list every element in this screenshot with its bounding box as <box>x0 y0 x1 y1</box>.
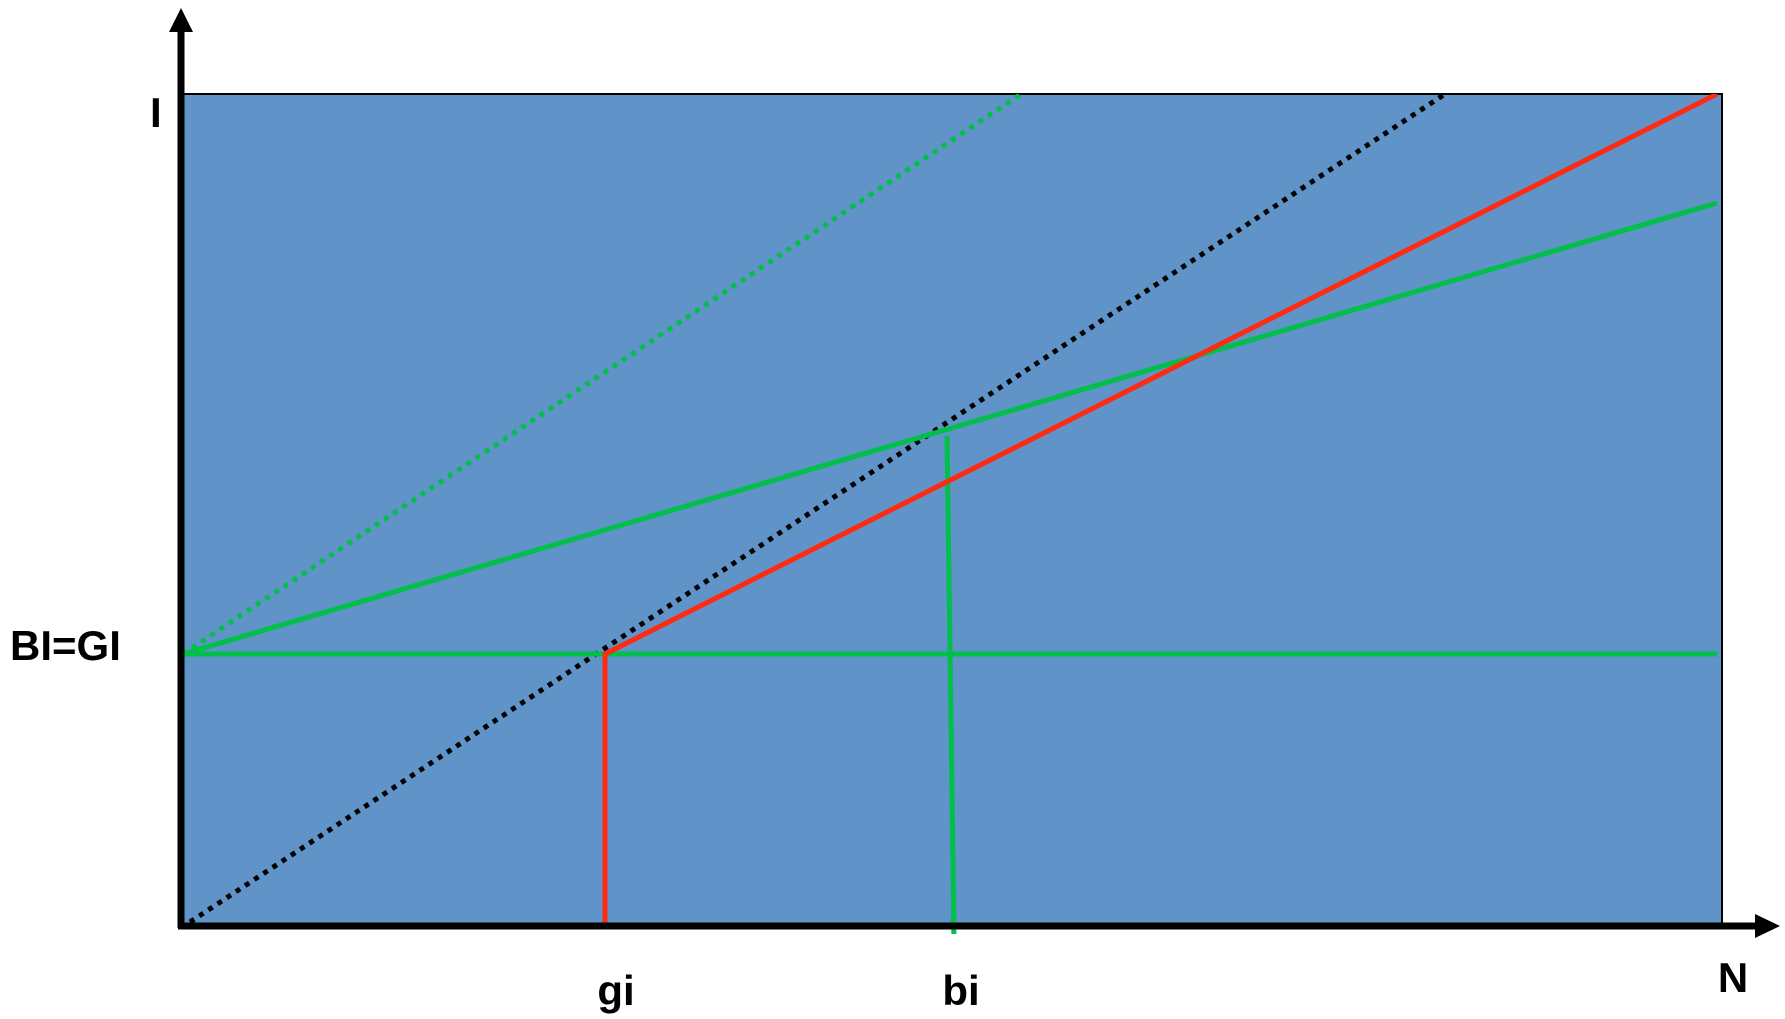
red-kinked-line <box>602 94 1719 924</box>
gi-marker-label: gi <box>597 967 634 1014</box>
green-dotted-line <box>183 94 1026 657</box>
black-dotted-line <box>188 94 1450 924</box>
green-sloped-line <box>183 200 1718 657</box>
y-axis-label: I <box>150 89 162 136</box>
bi-marker-label: bi <box>942 967 979 1014</box>
level-label: BI=GI <box>10 622 121 669</box>
x-axis-arrowhead <box>1755 914 1780 938</box>
x-axis-label: N <box>1718 954 1748 1001</box>
y-axis-arrowhead <box>169 8 193 32</box>
green-vertical-line-bi <box>944 435 957 924</box>
